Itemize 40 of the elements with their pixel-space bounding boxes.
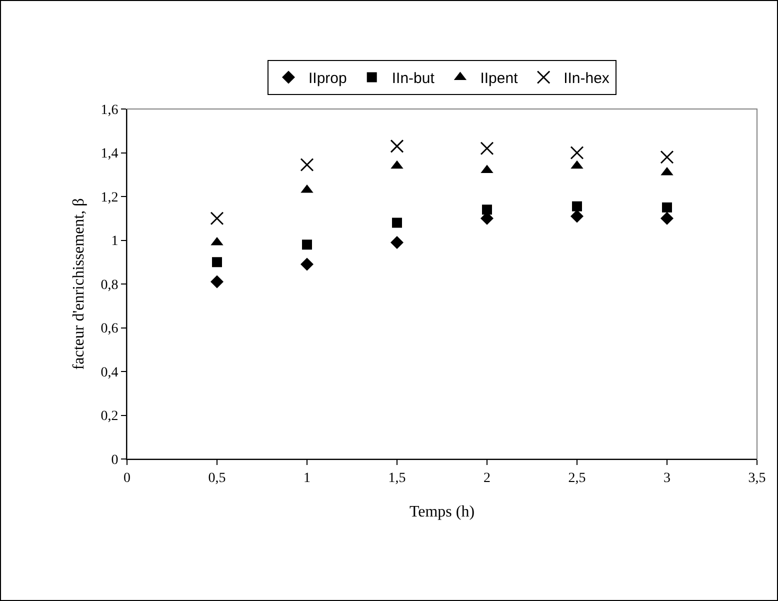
x-tick-label: 0,5 <box>208 470 226 486</box>
point <box>302 240 312 250</box>
point <box>572 201 582 212</box>
x-tick-label: 2 <box>484 470 490 486</box>
y-tick-label: 0 <box>111 452 118 468</box>
point <box>480 142 494 156</box>
point <box>210 212 224 226</box>
y-tick-label: 0,6 <box>100 322 118 337</box>
x-tick-label: 1,5 <box>388 470 406 486</box>
y-tick-label: 1,6 <box>100 102 118 118</box>
y-tick-label: 0,4 <box>100 365 118 380</box>
x-tick-label: 3 <box>664 470 670 486</box>
point <box>390 139 404 153</box>
x-tick-label: 1 <box>304 470 310 486</box>
point <box>212 257 222 268</box>
y-tick-label: 0,8 <box>100 278 118 293</box>
x-tick-label: 0 <box>124 470 130 486</box>
point <box>660 150 674 164</box>
y-tick-label: 1,2 <box>100 190 118 206</box>
y-axis-title: facteur d'enrichissement, β <box>70 198 88 370</box>
legend-label: IIpent <box>480 70 519 88</box>
y-tick-label: 1,4 <box>100 146 118 162</box>
point <box>482 204 492 215</box>
point <box>210 275 224 288</box>
legend-label: IIn-but <box>392 70 436 88</box>
point <box>300 158 314 172</box>
legend-label: IIn-hex <box>564 70 610 88</box>
point <box>570 210 584 223</box>
point <box>662 202 672 212</box>
legend-label: IIprop <box>308 70 347 88</box>
point <box>570 146 584 160</box>
x-axis-title: Temps (h) <box>409 504 475 520</box>
point <box>300 258 314 271</box>
y-tick-label: 1 <box>111 234 118 250</box>
point <box>660 212 674 225</box>
point <box>392 218 402 228</box>
y-tick-label: 0,2 <box>100 409 118 424</box>
x-tick-label: 2,5 <box>568 470 586 486</box>
x-tick-label: 3,5 <box>748 470 766 486</box>
point <box>390 236 404 249</box>
